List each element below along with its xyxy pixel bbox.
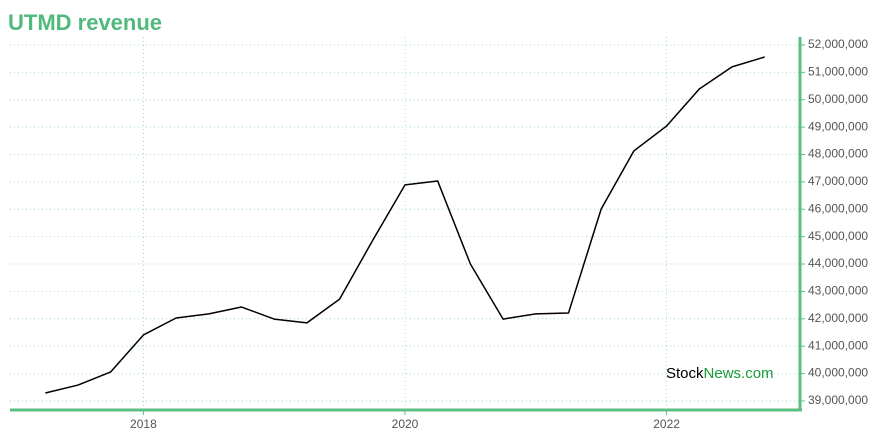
y-tick-label: 43,000,000 xyxy=(808,284,868,298)
y-tick-label: 52,000,000 xyxy=(808,37,868,51)
y-tick-label: 41,000,000 xyxy=(808,338,868,352)
y-tick-label: 49,000,000 xyxy=(808,119,868,133)
chart-title: UTMD revenue xyxy=(8,10,162,35)
x-tick-label: 2018 xyxy=(130,417,157,431)
x-tick-label: 2020 xyxy=(392,417,419,431)
y-tick-label: 45,000,000 xyxy=(808,229,868,243)
y-tick-label: 48,000,000 xyxy=(808,147,868,161)
watermark-part: Stock xyxy=(666,365,704,382)
x-tick-label: 2022 xyxy=(653,417,680,431)
y-tick-label: 50,000,000 xyxy=(808,92,868,106)
y-tick-label: 47,000,000 xyxy=(808,174,868,188)
watermark-part: News.com xyxy=(704,365,774,382)
y-tick-label: 51,000,000 xyxy=(808,65,868,79)
revenue-line xyxy=(45,56,765,394)
y-tick-label: 40,000,000 xyxy=(808,366,868,380)
y-tick-label: 46,000,000 xyxy=(808,201,868,215)
y-tick-label: 42,000,000 xyxy=(808,311,868,325)
y-tick-label: 39,000,000 xyxy=(808,393,868,407)
y-tick-label: 44,000,000 xyxy=(808,256,868,270)
watermark: StockNews.com xyxy=(666,365,774,382)
